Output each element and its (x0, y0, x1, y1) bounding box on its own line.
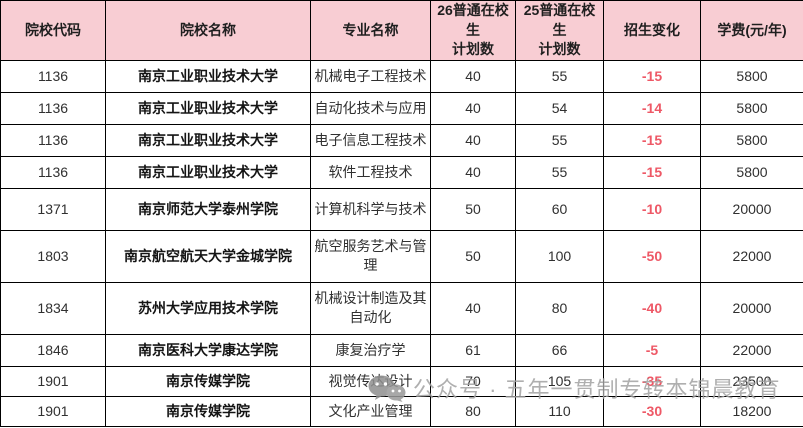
cell-plan-26: 40 (430, 91, 516, 125)
cell-plan-26: 40 (430, 59, 516, 93)
cell-major-name: 康复治疗学 (310, 333, 431, 367)
cell-plan-25: 105 (515, 365, 604, 397)
cell-college-code: 1136 (0, 123, 106, 157)
cell-tuition: 22000 (700, 333, 803, 367)
column-header-plan-25: 25普通在校生 计划数 (515, 0, 604, 61)
table-row: 1136 南京工业职业技术大学 软件工程技术 40 55 -15 5800 (0, 155, 803, 189)
cell-tuition: 5800 (700, 91, 803, 125)
table-row: 1803 南京航空航天大学金城学院 航空服务艺术与管理 50 100 -50 2… (0, 229, 803, 283)
cell-college-name: 南京传媒学院 (105, 395, 311, 427)
column-header-major-name: 专业名称 (310, 0, 431, 61)
cell-major-name: 自动化技术与应用 (310, 91, 431, 125)
cell-plan-25: 55 (515, 123, 604, 157)
cell-major-name: 机械电子工程技术 (310, 59, 431, 93)
cell-major-name: 视觉传达设计 (310, 365, 431, 397)
cell-major-name: 航空服务艺术与管理 (310, 229, 431, 283)
cell-enrollment-change: -14 (603, 91, 701, 125)
table-row: 1834 苏州大学应用技术学院 机械设计制造及其自动化 40 80 -40 20… (0, 281, 803, 335)
cell-college-name: 南京工业职业技术大学 (105, 91, 311, 125)
cell-college-code: 1803 (0, 229, 106, 283)
column-header-college-name: 院校名称 (105, 0, 311, 61)
cell-college-name: 南京工业职业技术大学 (105, 155, 311, 189)
cell-major-name: 机械设计制造及其自动化 (310, 281, 431, 335)
table-row: 1901 南京传媒学院 视觉传达设计 70 105 -35 23500 (0, 365, 803, 397)
cell-plan-26: 50 (430, 187, 516, 231)
cell-plan-25: 55 (515, 59, 604, 93)
cell-tuition: 5800 (700, 59, 803, 93)
cell-tuition: 5800 (700, 155, 803, 189)
cell-plan-25: 66 (515, 333, 604, 367)
cell-tuition: 22000 (700, 229, 803, 283)
table-row: 1136 南京工业职业技术大学 自动化技术与应用 40 54 -14 5800 (0, 91, 803, 125)
cell-enrollment-change: -50 (603, 229, 701, 283)
column-header-plan-26: 26普通在校生 计划数 (430, 0, 516, 61)
cell-college-code: 1901 (0, 365, 106, 397)
cell-enrollment-change: -40 (603, 281, 701, 335)
cell-college-name: 南京传媒学院 (105, 365, 311, 397)
cell-college-name: 苏州大学应用技术学院 (105, 281, 311, 335)
cell-enrollment-change: -15 (603, 123, 701, 157)
cell-college-code: 1136 (0, 155, 106, 189)
header-row: 院校代码 院校名称 专业名称 26普通在校生 计划数 25普通在校生 计划数 招… (0, 0, 803, 61)
column-header-college-code: 院校代码 (0, 0, 106, 61)
cell-plan-26: 40 (430, 281, 516, 335)
cell-plan-25: 60 (515, 187, 604, 231)
cell-college-code: 1901 (0, 395, 106, 427)
cell-plan-26: 40 (430, 123, 516, 157)
cell-tuition: 18200 (700, 395, 803, 427)
table-row: 1846 南京医科大学康达学院 康复治疗学 61 66 -5 22000 (0, 333, 803, 367)
cell-enrollment-change: -30 (603, 395, 701, 427)
cell-enrollment-change: -35 (603, 365, 701, 397)
cell-plan-25: 55 (515, 155, 604, 189)
cell-tuition: 20000 (700, 187, 803, 231)
cell-college-code: 1136 (0, 91, 106, 125)
cell-college-name: 南京工业职业技术大学 (105, 59, 311, 93)
cell-college-code: 1834 (0, 281, 106, 335)
cell-enrollment-change: -5 (603, 333, 701, 367)
column-header-tuition: 学费(元/年) (700, 0, 803, 61)
cell-plan-26: 40 (430, 155, 516, 189)
cell-enrollment-change: -15 (603, 59, 701, 93)
cell-major-name: 电子信息工程技术 (310, 123, 431, 157)
cell-plan-26: 61 (430, 333, 516, 367)
cell-college-name: 南京医科大学康达学院 (105, 333, 311, 367)
cell-tuition: 23500 (700, 365, 803, 397)
column-header-enrollment-change: 招生变化 (603, 0, 701, 61)
cell-college-name: 南京航空航天大学金城学院 (105, 229, 311, 283)
cell-plan-25: 54 (515, 91, 604, 125)
cell-enrollment-change: -15 (603, 155, 701, 189)
cell-plan-26: 70 (430, 365, 516, 397)
cell-enrollment-change: -10 (603, 187, 701, 231)
cell-college-name: 南京师范大学泰州学院 (105, 187, 311, 231)
cell-tuition: 5800 (700, 123, 803, 157)
cell-major-name: 计算机科学与技术 (310, 187, 431, 231)
cell-tuition: 20000 (700, 281, 803, 335)
cell-plan-25: 100 (515, 229, 604, 283)
table-row: 1371 南京师范大学泰州学院 计算机科学与技术 50 60 -10 20000 (0, 187, 803, 231)
table-row: 1901 南京传媒学院 文化产业管理 80 110 -30 18200 (0, 395, 803, 427)
cell-college-code: 1136 (0, 59, 106, 93)
cell-college-code: 1846 (0, 333, 106, 367)
table-row: 1136 南京工业职业技术大学 机械电子工程技术 40 55 -15 5800 (0, 59, 803, 93)
cell-major-name: 软件工程技术 (310, 155, 431, 189)
table-row: 1136 南京工业职业技术大学 电子信息工程技术 40 55 -15 5800 (0, 123, 803, 157)
cell-college-code: 1371 (0, 187, 106, 231)
cell-college-name: 南京工业职业技术大学 (105, 123, 311, 157)
cell-plan-25: 110 (515, 395, 604, 427)
cell-major-name: 文化产业管理 (310, 395, 431, 427)
cell-plan-25: 80 (515, 281, 604, 335)
cell-plan-26: 80 (430, 395, 516, 427)
cell-plan-26: 50 (430, 229, 516, 283)
